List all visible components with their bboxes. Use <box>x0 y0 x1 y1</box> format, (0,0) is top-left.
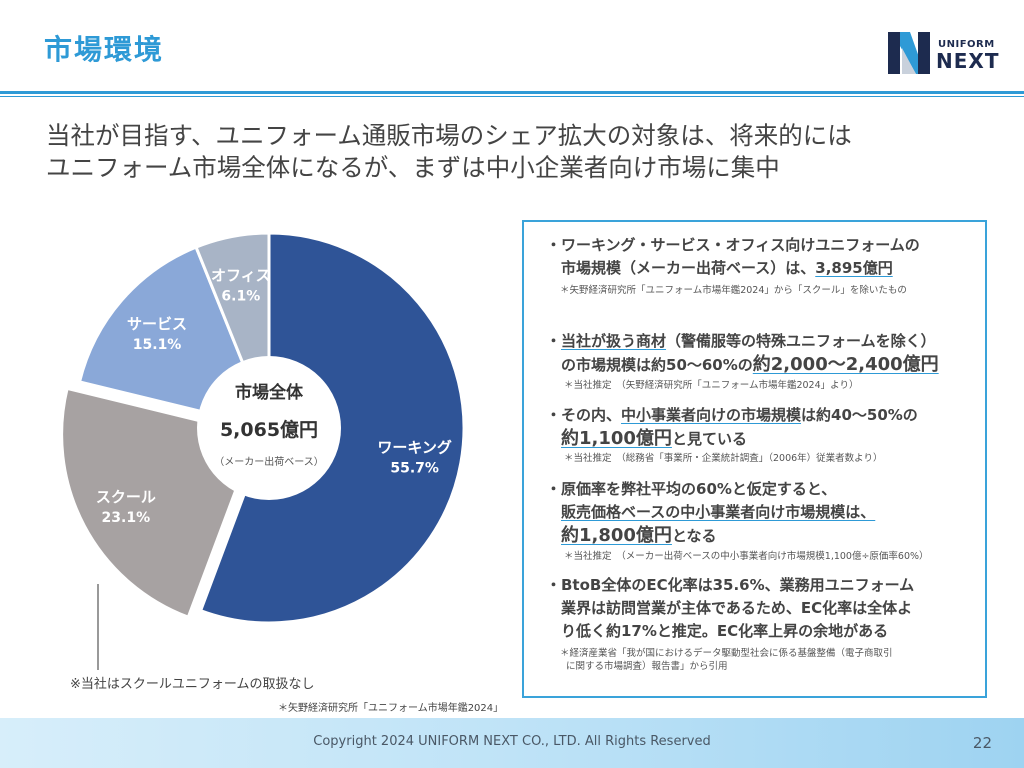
bullet-4-value: 約1,800億円 <box>561 525 672 546</box>
logo-text-uniform: UNIFORM <box>938 39 995 50</box>
bullet-3-tail: と見ている <box>671 430 747 448</box>
pie-slice-name-3: オフィス <box>211 267 271 285</box>
logo-mark-icon <box>888 32 930 74</box>
pie-center-hole <box>197 356 341 500</box>
bullet-3-share: は約40～50%の <box>801 406 918 424</box>
bullet-2-text: の市場規模は約50～60%の <box>561 356 753 374</box>
bullet-2-note: ＊当社推定 （矢野経済研究所「ユニフォーム市場年鑑2024」より） <box>564 380 859 391</box>
bullet-5: ・BtoB全体のEC化率は35.6%、業務用ユニフォーム 業界は訪問営業が主体で… <box>546 574 914 643</box>
bullet-3-line-2: 約1,100億円と見ている <box>546 427 918 451</box>
headline: 当社が目指す、ユニフォーム通販市場のシェア拡大の対象は、将来的には ユニフォーム… <box>46 120 852 184</box>
bullet-4-line-1: ・原価率を弊社平均の60%と仮定すると、 <box>546 480 837 498</box>
bullet-1-line-2: 市場規模（メーカー出荷ベース）は、3,895億円 <box>546 257 920 280</box>
headline-line-1: 当社が目指す、ユニフォーム通販市場のシェア拡大の対象は、将来的には <box>46 121 852 150</box>
bullet-5-line-2: 業界は訪問営業が主体であるため、EC化率は全体よ <box>561 599 913 617</box>
bullet-3: ・その内、中小事業者向けの市場規模は約40～50%の 約1,100億円と見ている <box>546 404 918 451</box>
bullet-4: ・原価率を弊社平均の60%と仮定すると、 販売価格ベースの中小事業者向け市場規模… <box>546 478 875 548</box>
logo-text-next: NEXT <box>936 49 1000 73</box>
bullet-3-lead: ・その内、 <box>546 406 622 424</box>
page-number: 22 <box>972 734 992 752</box>
header-divider <box>0 91 1024 94</box>
bullet-2-subject: 当社が扱う商材 <box>561 332 667 350</box>
page-title: 市場環境 <box>44 33 165 66</box>
company-logo: UNIFORM NEXT <box>886 30 1000 76</box>
pie-slice-name-1: スクール <box>96 488 156 506</box>
pie-slice-value-0: 55.7% <box>390 460 439 476</box>
market-pie-chart: 市場全体 5,065億円 （メーカー出荷ベース） ワーキング 55.7% スクール 2… <box>30 218 500 688</box>
bullet-2-line-2: の市場規模は約50～60%の約2,000～2,400億円 <box>546 353 939 377</box>
bullet-5-note-2: に関する市場調査）報告書」から引用 <box>566 661 728 672</box>
headline-line-2: ユニフォーム市場全体になるが、まずは中小企業者向け市場に集中 <box>46 153 780 182</box>
bullet-5-line-3: り低く約17%と推定。EC化率上昇の余地がある <box>561 622 889 640</box>
bullet-4-note: ＊当社推定 （メーカー出荷ベースの中小事業者向け市場規模1,100億÷原価率60… <box>564 551 929 562</box>
bullet-2-qualifier: （警備服等の特殊ユニフォームを除く） <box>666 332 936 350</box>
bullet-3-value: 約1,100億円 <box>561 428 672 449</box>
bullet-3-note: ＊当社推定 （総務省「事業所・企業統計調査」（2006年）従業者数より） <box>564 453 883 464</box>
pie-center-value: 5,065億円 <box>220 418 318 441</box>
bullet-3-subject: 中小事業者向けの市場規模 <box>621 406 802 424</box>
pie-slice-value-2: 15.1% <box>133 337 182 353</box>
bullet-2-dot: ・ <box>546 332 562 350</box>
market-info-box: ・ワーキング・サービス・オフィス向けユニフォームの 市場規模（メーカー出荷ベース… <box>522 220 987 698</box>
school-note: ※当社はスクールユニフォームの取扱なし <box>70 677 315 692</box>
pie-slice-value-1: 23.1% <box>102 510 151 526</box>
pie-slice-name-0: ワーキング <box>377 438 452 456</box>
bullet-2-line-1: ・当社が扱う商材（警備服等の特殊ユニフォームを除く） <box>546 330 939 353</box>
pie-center-sub: （メーカー出荷ベース） <box>214 455 324 468</box>
copyright: Copyright 2024 UNIFORM NEXT CO., LTD. Al… <box>313 734 711 749</box>
bullet-2: ・当社が扱う商材（警備服等の特殊ユニフォームを除く） の市場規模は約50～60%… <box>546 330 939 377</box>
bullet-1: ・ワーキング・サービス・オフィス向けユニフォームの 市場規模（メーカー出荷ベース… <box>546 234 920 280</box>
header-divider-thin <box>0 96 1024 97</box>
bullet-1-line-1: ・ワーキング・サービス・オフィス向けユニフォームの <box>546 236 920 254</box>
bullet-5-line-1: ・BtoB全体のEC化率は35.6%、業務用ユニフォーム <box>546 576 915 594</box>
bullet-4-tail: となる <box>671 527 717 545</box>
bullet-1-value: 3,895億円 <box>815 259 893 277</box>
pie-slice-name-2: サービス <box>127 315 187 333</box>
chart-source: ＊矢野経済研究所「ユニフォーム市場年鑑2024」 <box>278 703 504 714</box>
bullet-4-line-2: 販売価格ベースの中小事業者向け市場規模は、 <box>561 503 876 521</box>
pie-chart-svg: 市場全体 5,065億円 （メーカー出荷ベース） ワーキング 55.7% スクール 2… <box>60 231 466 670</box>
bullet-3-line-1: ・その内、中小事業者向けの市場規模は約40～50%の <box>546 404 918 427</box>
bullet-1-note: ＊矢野経済研究所「ユニフォーム市場年鑑2024」から「スクール」を除いたもの <box>560 285 907 296</box>
bullet-5-note-1: ＊経済産業省「我が国におけるデータ駆動型社会に係る基盤整備（電子商取引 <box>560 648 893 659</box>
footer: Copyright 2024 UNIFORM NEXT CO., LTD. Al… <box>0 718 1024 768</box>
bullet-4-line-3: 約1,800億円となる <box>546 524 875 548</box>
pie-slice-value-3: 6.1% <box>221 289 260 305</box>
bullet-2-value: 約2,000～2,400億円 <box>752 354 939 375</box>
bullet-1-text: 市場規模（メーカー出荷ベース）は、 <box>561 259 816 277</box>
pie-center-label: 市場全体 <box>235 382 304 403</box>
